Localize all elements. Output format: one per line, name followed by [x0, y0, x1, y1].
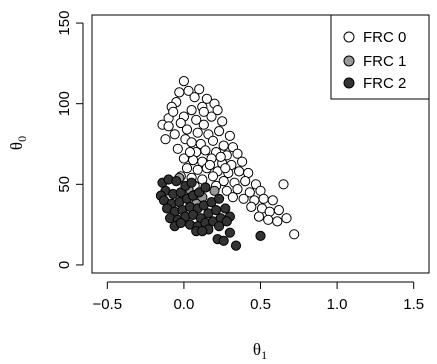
point-frc0: [207, 171, 219, 182]
point-frc0: [200, 145, 211, 156]
point-frc2: [175, 217, 186, 229]
y-axis: 0 50 100 150: [56, 11, 84, 269]
point-frc0: [221, 185, 232, 196]
point-frc2: [200, 182, 211, 193]
point-frc0: [198, 106, 209, 117]
point-frc0: [212, 105, 223, 116]
legend-label-frc2: FRC 2: [363, 75, 406, 92]
legend: FRC 0 FRC 1 FRC 2: [330, 14, 430, 100]
point-frc2: [171, 176, 182, 187]
point-frc0: [273, 205, 284, 216]
point-frc0: [227, 192, 238, 203]
x-axis: −0.5 0.0 0.5 1.0 1.5: [93, 281, 424, 313]
legend-label-frc0: FRC 0: [363, 29, 406, 46]
point-frc0: [272, 216, 283, 227]
x-axis-title: θ1: [253, 340, 267, 362]
y-axis-title-symbol: θ: [7, 142, 26, 150]
point-frc0: [194, 84, 205, 95]
y-axis-title: θ0: [7, 136, 29, 150]
point-frc0: [237, 156, 248, 167]
point-frc2: [214, 193, 225, 204]
point-frc0: [191, 114, 202, 125]
point-frc0: [186, 105, 197, 116]
y-tick-label: 100: [56, 91, 73, 116]
point-frc0: [201, 93, 212, 104]
point-frc2: [221, 216, 232, 227]
point-frc0: [232, 148, 243, 159]
point-frc1: [209, 185, 220, 196]
x-tick-label: 1.0: [327, 296, 348, 313]
x-axis-title-subscript: 1: [261, 348, 267, 362]
y-tick-label: 150: [56, 11, 73, 36]
point-frc0: [186, 137, 197, 148]
point-frc0: [184, 147, 196, 158]
x-axis-title-symbol: θ: [253, 340, 261, 359]
point-frc0: [218, 176, 229, 187]
point-frc0: [253, 211, 265, 222]
point-frc0: [234, 166, 245, 177]
points-layer: [155, 76, 300, 251]
point-frc0: [174, 87, 185, 98]
point-frc2: [214, 221, 225, 232]
point-frc0: [172, 143, 183, 154]
point-frc0: [204, 159, 215, 171]
point-frc0: [192, 164, 203, 175]
point-frc0: [181, 163, 193, 174]
point-frc0: [217, 116, 228, 127]
plot-frame: [91, 14, 430, 274]
point-frc0: [214, 126, 225, 137]
point-frc2: [224, 227, 235, 238]
point-frc0: [215, 151, 226, 162]
point-frc0: [160, 134, 171, 145]
point-frc0: [220, 163, 231, 174]
point-frc0: [178, 76, 189, 87]
legend-marker-frc1: [343, 55, 355, 67]
point-frc0: [240, 176, 251, 187]
point-frc2: [197, 226, 208, 237]
y-tick-label: 0: [56, 261, 73, 269]
point-frc2: [230, 240, 242, 251]
point-frc0: [218, 140, 229, 151]
x-tick-label: 0.5: [250, 296, 271, 313]
point-frc0: [258, 193, 269, 204]
point-frc0: [192, 127, 203, 138]
point-frc0: [281, 213, 292, 224]
point-frc2: [218, 235, 229, 246]
point-frc2: [255, 230, 266, 241]
point-frc0: [207, 135, 219, 146]
point-frc0: [244, 187, 255, 198]
y-tick-label: 50: [56, 176, 73, 193]
point-frc0: [224, 130, 235, 141]
point-frc0: [181, 124, 193, 135]
point-frc0: [263, 214, 274, 225]
point-frc0: [289, 229, 300, 240]
point-frc0: [264, 206, 275, 217]
point-frc0: [198, 119, 209, 130]
x-tick-label: −0.5: [93, 296, 123, 313]
x-tick-label: 0.0: [173, 296, 194, 313]
legend-label-frc1: FRC 1: [363, 53, 406, 70]
point-frc0: [246, 201, 257, 212]
point-frc0: [169, 129, 180, 140]
point-frc0: [206, 111, 217, 122]
point-frc0: [232, 184, 243, 195]
point-frc2: [186, 177, 197, 188]
point-frc2: [220, 203, 231, 214]
point-frc0: [278, 179, 289, 190]
point-frc0: [189, 92, 200, 103]
point-frc0: [183, 85, 194, 96]
point-frc0: [267, 195, 278, 206]
point-frc0: [238, 193, 249, 204]
point-frc0: [168, 106, 179, 117]
legend-marker-frc2: [343, 77, 355, 89]
y-axis-title-subscript: 0: [15, 136, 29, 142]
point-frc0: [163, 121, 174, 132]
legend-marker-frc0: [343, 31, 355, 43]
point-frc0: [175, 117, 186, 129]
x-tick-label: 1.5: [403, 296, 424, 313]
